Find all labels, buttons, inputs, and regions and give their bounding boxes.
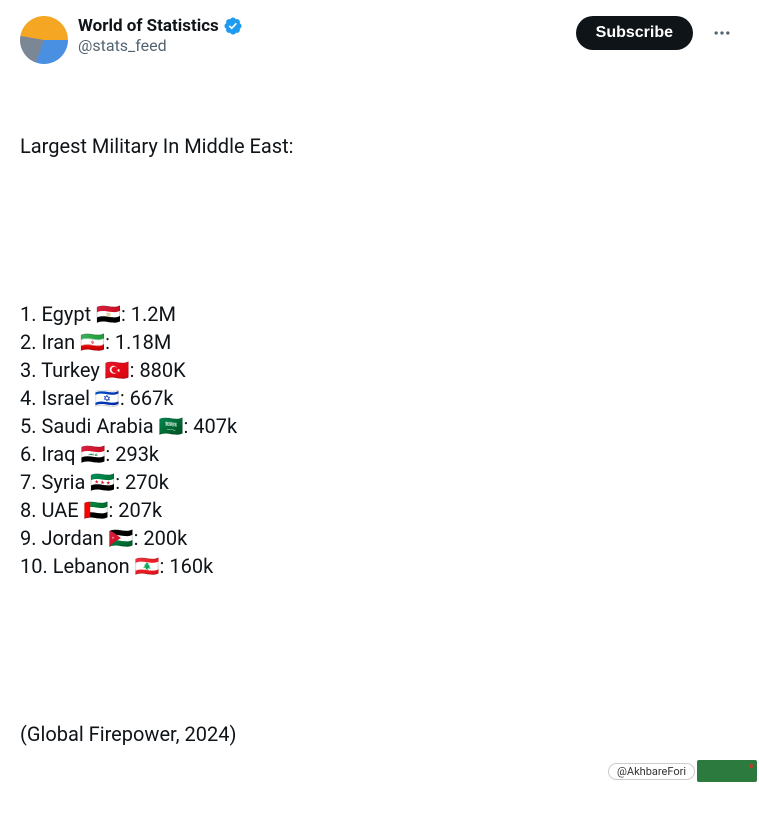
subscribe-button[interactable]: Subscribe: [576, 16, 693, 50]
display-name[interactable]: World of Statistics: [78, 16, 219, 36]
tweet-container: World of Statistics @stats_feed Subscrib…: [0, 0, 759, 820]
list-item: 3. Turkey 🇹🇷: 880K: [20, 356, 739, 384]
tweet-header: World of Statistics @stats_feed Subscrib…: [20, 16, 739, 64]
list-item: 7. Syria 🇸🇾: 270k: [20, 468, 739, 496]
user-info: World of Statistics @stats_feed: [78, 16, 243, 55]
user-handle[interactable]: @stats_feed: [78, 36, 243, 55]
tweet-source: (Global Firepower, 2024): [20, 720, 739, 748]
watermark: @AkhbareFori: [608, 760, 757, 782]
verified-badge-icon: [223, 16, 243, 36]
watermark-logo: [697, 760, 757, 782]
list-item: 4. Israel 🇮🇱: 667k: [20, 384, 739, 412]
more-icon: [712, 23, 732, 43]
tweet-list: 1. Egypt 🇪🇬: 1.2M2. Iran 🇮🇷: 1.18M3. Tur…: [20, 300, 739, 580]
profile-section: World of Statistics @stats_feed: [20, 16, 243, 64]
list-item: 9. Jordan 🇯🇴: 200k: [20, 524, 739, 552]
list-item: 2. Iran 🇮🇷: 1.18M: [20, 328, 739, 356]
watermark-handle: @AkhbareFori: [608, 763, 695, 780]
list-item: 1. Egypt 🇪🇬: 1.2M: [20, 300, 739, 328]
list-item: 6. Iraq 🇮🇶: 293k: [20, 440, 739, 468]
display-name-row: World of Statistics: [78, 16, 243, 36]
avatar[interactable]: [20, 16, 68, 64]
more-options-button[interactable]: [705, 16, 739, 50]
list-item: 10. Lebanon 🇱🇧: 160k: [20, 552, 739, 580]
blank-line: [20, 216, 739, 244]
list-item: 5. Saudi Arabia 🇸🇦: 407k: [20, 412, 739, 440]
tweet-body: Largest Military In Middle East: 1. Egyp…: [20, 76, 739, 804]
blank-line: [20, 636, 739, 664]
actions-section: Subscribe: [576, 16, 739, 50]
tweet-title: Largest Military In Middle East:: [20, 132, 739, 160]
list-item: 8. UAE 🇦🇪: 207k: [20, 496, 739, 524]
